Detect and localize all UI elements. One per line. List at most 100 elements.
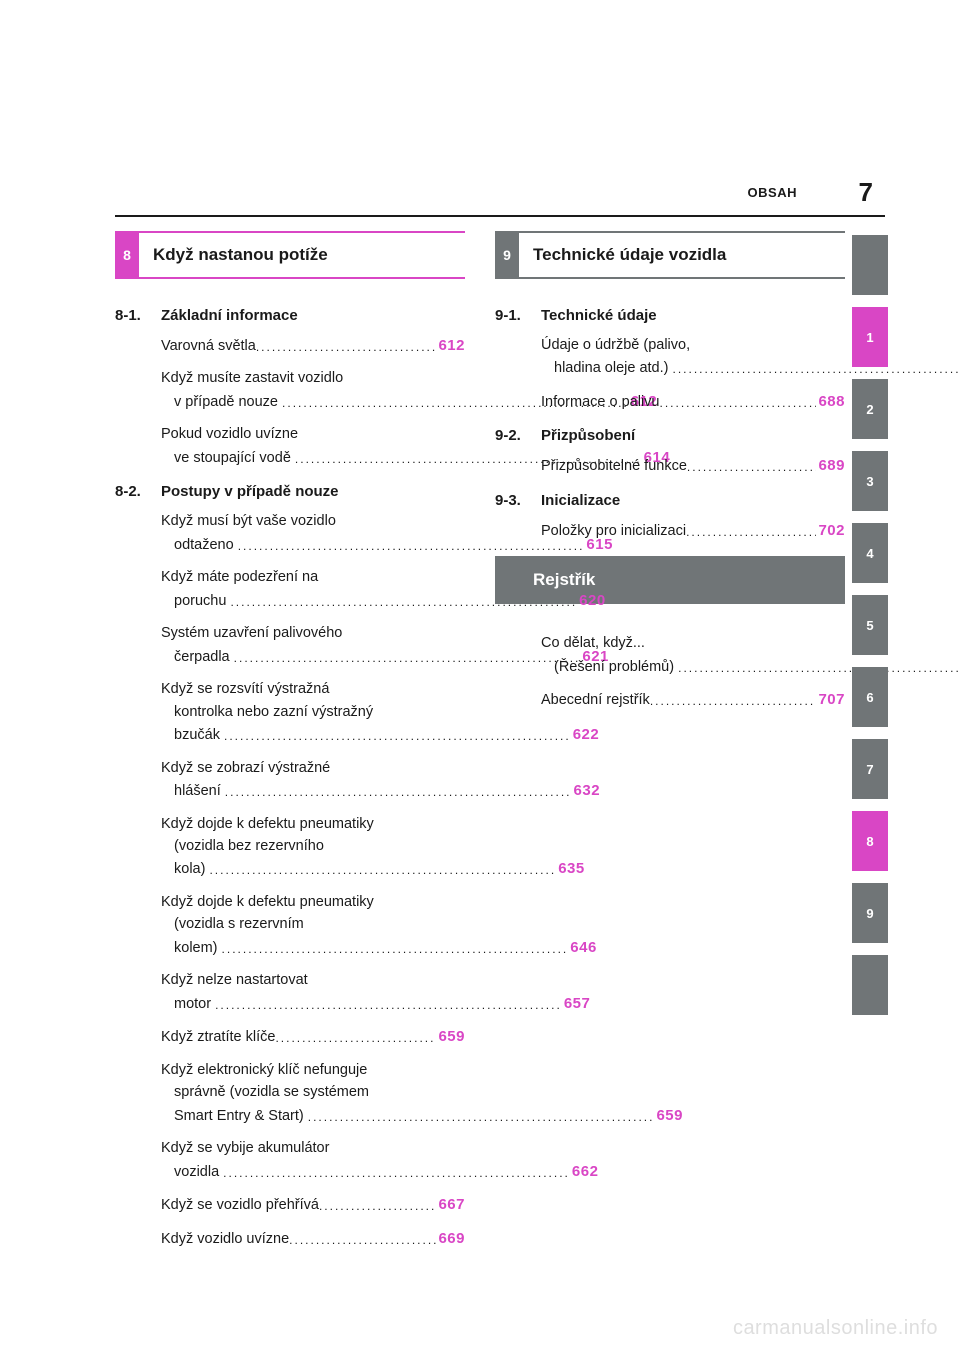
entry-text: Abecední rejstřík bbox=[541, 689, 650, 711]
page-ref: 702 bbox=[816, 519, 845, 542]
entry-text-cont: vozidla bbox=[174, 1164, 223, 1180]
subsection-heading: 8-1.Základní informace bbox=[115, 307, 465, 324]
toc-entry[interactable]: Když vozidlo uvízne 669 bbox=[161, 1227, 465, 1250]
subsection-title: Postupy v případě nouze bbox=[161, 483, 339, 500]
page-content: OBSAH 7 8 Když nastanou potíže 8-1.Zákla… bbox=[115, 183, 885, 1264]
entry-text-cont: správně (vozidla se systémem bbox=[161, 1081, 465, 1103]
toc-entry[interactable]: Když elektronický klíč nefungujesprávně … bbox=[161, 1059, 465, 1127]
subsection: 8-1.Základní informace Varovná světla 612… bbox=[115, 307, 465, 469]
entry-text-cont: v případě nouze bbox=[174, 394, 282, 410]
right-groups: 9-1.Technické údajeÚdaje o údržbě (paliv… bbox=[495, 307, 845, 542]
entry-text-cont: hlášení bbox=[174, 783, 225, 799]
chapter-tab-9[interactable]: 9 bbox=[852, 883, 888, 943]
section-9-title: Technické údaje vozidla bbox=[519, 231, 845, 279]
toc-entry[interactable]: Když nelze nastartovatmotor 657 bbox=[161, 969, 465, 1015]
toc-entry[interactable]: Když máte podezření naporuchu 620 bbox=[161, 566, 465, 612]
chapter-tab-7[interactable]: 7 bbox=[852, 739, 888, 799]
section-9-header: 9 Technické údaje vozidla bbox=[495, 231, 845, 279]
toc-entry[interactable]: Systém uzavření palivovéhočerpadla 621 bbox=[161, 622, 465, 668]
entry-text: Údaje o údržbě (palivo, bbox=[541, 334, 845, 356]
toc-entry[interactable]: Přizpůsobitelné funkce 689 bbox=[541, 454, 845, 477]
leader-dots bbox=[659, 394, 816, 413]
entry-text-cont: motor bbox=[174, 996, 215, 1012]
entry-text: Systém uzavření palivového bbox=[161, 622, 465, 644]
leader-dots bbox=[222, 942, 569, 956]
chapter-tab-6[interactable]: 6 bbox=[852, 667, 888, 727]
entry-text: Přizpůsobitelné funkce bbox=[541, 455, 687, 477]
toc-entry[interactable]: Položky pro inicializaci 702 bbox=[541, 519, 845, 542]
leader-dots bbox=[224, 729, 571, 743]
chapter-tab-3[interactable]: 3 bbox=[852, 451, 888, 511]
entry-text: Varovná světla bbox=[161, 335, 256, 357]
leader-dots bbox=[230, 595, 577, 609]
toc-entry[interactable]: Když musíte zastavit vozidlo v případě no… bbox=[161, 367, 465, 413]
leader-dots bbox=[223, 1166, 570, 1180]
toc-entry[interactable]: Když dojde k defektu pneumatiky(vozidla … bbox=[161, 813, 465, 881]
subsection-heading: 9-2.Přizpůsobení bbox=[495, 427, 845, 444]
toc-entry[interactable]: Když musí být vaše vozidloodtaženo 615 bbox=[161, 510, 465, 556]
entry-text: Když dojde k defektu pneumatiky bbox=[161, 813, 465, 835]
subsection-number: 8-2. bbox=[115, 483, 161, 500]
toc-entry[interactable]: Abecední rejstřík 707 bbox=[541, 688, 845, 711]
page-ref: 632 bbox=[572, 782, 601, 799]
subsection: 9-3.Inicializace Položky pro inicializaci… bbox=[495, 492, 845, 542]
entry-list: Když musí být vaše vozidloodtaženo 615 Kd… bbox=[115, 510, 465, 1250]
subsection: 8-2.Postupy v případě nouze Když musí být… bbox=[115, 483, 465, 1250]
entry-text: Když vozidlo uvízne bbox=[161, 1228, 289, 1250]
toc-entry[interactable]: Údaje o údržbě (palivo,hladina oleje atd… bbox=[541, 334, 845, 380]
chapter-tab-2[interactable]: 2 bbox=[852, 379, 888, 439]
page-ref: 689 bbox=[816, 454, 845, 477]
entry-text: Když musíte zastavit vozidlo bbox=[161, 367, 465, 389]
leader-dots bbox=[308, 1110, 655, 1124]
toc-entry[interactable]: Když se zobrazí výstražnéhlášení 632 bbox=[161, 757, 465, 803]
subsection-number: 9-2. bbox=[495, 427, 541, 444]
entry-list: Údaje o údržbě (palivo,hladina oleje atd… bbox=[495, 334, 845, 413]
chapter-tab-5[interactable]: 5 bbox=[852, 595, 888, 655]
entry-text: Když máte podezření na bbox=[161, 566, 465, 588]
leader-dots bbox=[678, 661, 960, 675]
header-divider bbox=[115, 215, 885, 217]
entry-text-cont2: Smart Entry & Start) bbox=[174, 1108, 308, 1124]
header-label: OBSAH bbox=[748, 185, 797, 200]
toc-entry[interactable]: Když ztratíte klíče 659 bbox=[161, 1025, 465, 1048]
chapter-tab-blank bbox=[852, 235, 888, 295]
leader-dots bbox=[256, 338, 437, 357]
chapter-tab-4[interactable]: 4 bbox=[852, 523, 888, 583]
entry-text: Když elektronický klíč nefunguje bbox=[161, 1059, 465, 1081]
entry-text-cont2: kola) bbox=[174, 861, 209, 877]
subsection-title: Základní informace bbox=[161, 307, 298, 324]
chapter-tab-1[interactable]: 1 bbox=[852, 307, 888, 367]
page-ref: 612 bbox=[436, 334, 465, 357]
toc-entry[interactable]: Informace o palivu 688 bbox=[541, 390, 845, 413]
page-ref: 688 bbox=[816, 390, 845, 413]
subsection-heading: 9-3.Inicializace bbox=[495, 492, 845, 509]
toc-entry[interactable]: Když se rozsvítí výstražnákontrolka nebo… bbox=[161, 678, 465, 746]
page-ref: 657 bbox=[562, 995, 591, 1012]
toc-entry[interactable]: Pokud vozidlo uvízneve stoupající vodě 6… bbox=[161, 423, 465, 469]
entry-text: Když se zobrazí výstražné bbox=[161, 757, 465, 779]
page-ref: 646 bbox=[568, 939, 597, 956]
subsection-number: 9-1. bbox=[495, 307, 541, 324]
section-8-title: Když nastanou potíže bbox=[139, 231, 465, 279]
chapter-tab-blank bbox=[852, 955, 888, 1015]
toc-entry[interactable]: Když dojde k defektu pneumatiky(vozidla … bbox=[161, 891, 465, 959]
entry-text-cont2: kolem) bbox=[174, 940, 222, 956]
chapter-tab-8[interactable]: 8 bbox=[852, 811, 888, 871]
entry-text: Když nelze nastartovat bbox=[161, 969, 465, 991]
toc-entry[interactable]: Varovná světla 612 bbox=[161, 334, 465, 357]
page-ref: 662 bbox=[570, 1163, 599, 1180]
page-ref: 669 bbox=[436, 1227, 465, 1250]
entry-text-cont: poruchu bbox=[174, 593, 230, 609]
toc-entry[interactable]: Co dělat, když...(Řešení problémů) 704 bbox=[541, 632, 845, 678]
entry-text: Pokud vozidlo uvízne bbox=[161, 423, 465, 445]
index-entries: Co dělat, když...(Řešení problémů) 704 Ab… bbox=[495, 632, 845, 711]
leader-dots bbox=[234, 651, 581, 665]
section-8-number: 8 bbox=[115, 231, 139, 279]
entry-text-cont: ve stoupající vodě bbox=[174, 450, 295, 466]
watermark: carmanualsonline.info bbox=[733, 1317, 938, 1340]
entry-text-cont: (Řešení problémů) bbox=[554, 659, 678, 675]
toc-entry[interactable]: Když se vozidlo přehřívá 667 bbox=[161, 1193, 465, 1216]
entry-list: Varovná světla 612 Když musíte zastavit v… bbox=[115, 334, 465, 469]
left-groups: 8-1.Základní informace Varovná světla 612… bbox=[115, 307, 465, 1250]
toc-entry[interactable]: Když se vybije akumulátorvozidla 662 bbox=[161, 1137, 465, 1183]
